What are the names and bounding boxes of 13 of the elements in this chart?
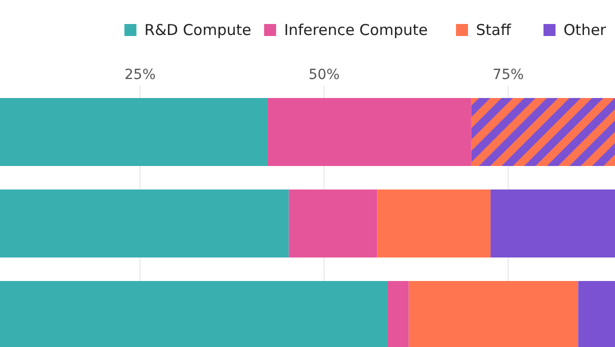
bar — [471, 98, 615, 166]
bar — [490, 190, 615, 258]
legend-label: Staff — [476, 21, 512, 39]
bar — [578, 281, 615, 347]
legend-label: R&D Compute — [144, 21, 252, 39]
x-tick-label: 25% — [124, 67, 156, 83]
bar — [377, 190, 491, 258]
legend-label: Other — [564, 21, 607, 39]
x-tick-label: 75% — [492, 67, 524, 83]
bar — [408, 281, 578, 347]
bar — [288, 190, 378, 258]
legend-label: Inference Compute — [284, 21, 428, 39]
x-tick-label: 50% — [308, 67, 340, 83]
